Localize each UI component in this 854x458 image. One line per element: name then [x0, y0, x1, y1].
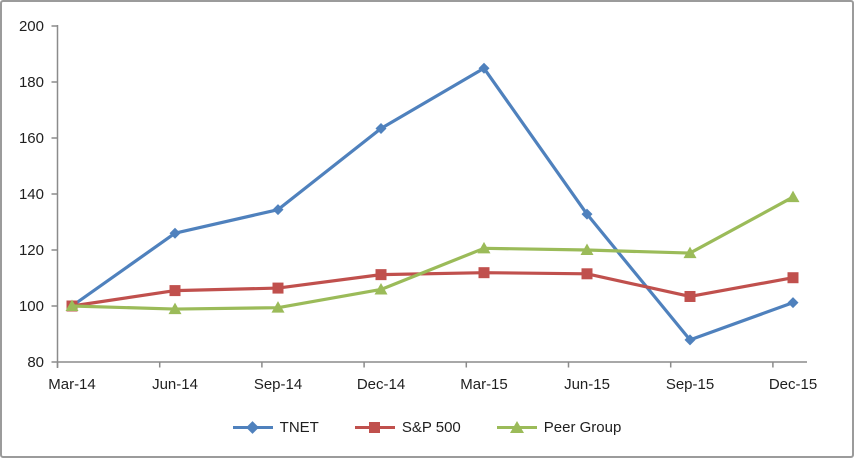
legend-triangle-icon — [496, 421, 537, 434]
series-tnet — [66, 62, 799, 346]
x-axis-tick-label: Jun-14 — [152, 376, 198, 393]
series-s-p-500 — [66, 267, 799, 312]
legend-item-s-p-500: S&P 500 — [354, 419, 461, 436]
y-axis-tick-label: 100 — [19, 298, 44, 315]
data-point-triangle — [168, 302, 182, 315]
data-point-triangle — [374, 282, 388, 295]
series-peer-group — [65, 190, 800, 315]
data-point-triangle — [786, 190, 800, 203]
data-point-diamond — [478, 62, 490, 74]
legend-label: Peer Group — [543, 419, 622, 436]
legend-label: TNET — [279, 419, 319, 436]
legend-item-peer-group: Peer Group — [496, 419, 622, 436]
legend-item-tnet: TNET — [232, 419, 319, 436]
data-point-diamond — [581, 208, 593, 220]
data-point-square — [169, 285, 181, 297]
legend-label: S&P 500 — [401, 419, 461, 436]
legend-diamond-icon — [232, 420, 273, 434]
x-axis-tick-label: Mar-15 — [460, 376, 508, 393]
x-axis-tick-label: Dec-15 — [769, 376, 817, 393]
series-line — [70, 66, 795, 342]
data-point-square — [272, 282, 284, 294]
data-point-triangle — [683, 246, 697, 259]
data-point-square — [684, 290, 696, 302]
chart-legend: TNET S&P 500 Peer Group — [2, 419, 852, 436]
legend-square-icon — [354, 421, 395, 434]
y-axis-tick-label: 180 — [19, 74, 44, 91]
data-point-square — [787, 272, 799, 284]
x-axis-tick-label: Mar-14 — [48, 376, 96, 393]
data-point-diamond — [169, 227, 181, 239]
line-chart-plot-area: 80 100 120 140 160 180 200 Mar-14 Jun-14 Sep-14 De… — [19, 18, 817, 393]
data-point-diamond — [787, 297, 799, 309]
data-point-diamond — [272, 204, 284, 216]
series-line — [70, 195, 795, 311]
axes — [51, 25, 807, 368]
data-point-diamond — [375, 122, 387, 134]
x-axis-tick-label: Jun-15 — [564, 376, 610, 393]
x-axis-tick-label: Sep-15 — [666, 376, 714, 393]
y-axis-tick-label: 200 — [19, 18, 44, 35]
y-axis-tick-label: 140 — [19, 186, 44, 203]
y-axis-tick-label: 80 — [27, 354, 44, 371]
data-point-triangle — [580, 243, 594, 255]
data-point-square — [478, 267, 490, 279]
y-axis-tick-label: 120 — [19, 242, 44, 259]
data-point-triangle — [65, 299, 79, 311]
series-line — [70, 271, 795, 308]
data-point-triangle — [271, 301, 285, 313]
data-point-triangle — [477, 241, 491, 254]
data-point-diamond — [684, 334, 696, 346]
data-point-square — [375, 269, 387, 281]
y-axis-tick-label: 160 — [19, 130, 44, 147]
x-axis-tick-label: Dec-14 — [357, 376, 405, 393]
x-axis-tick-label: Sep-14 — [254, 376, 302, 393]
data-point-square — [581, 268, 593, 280]
